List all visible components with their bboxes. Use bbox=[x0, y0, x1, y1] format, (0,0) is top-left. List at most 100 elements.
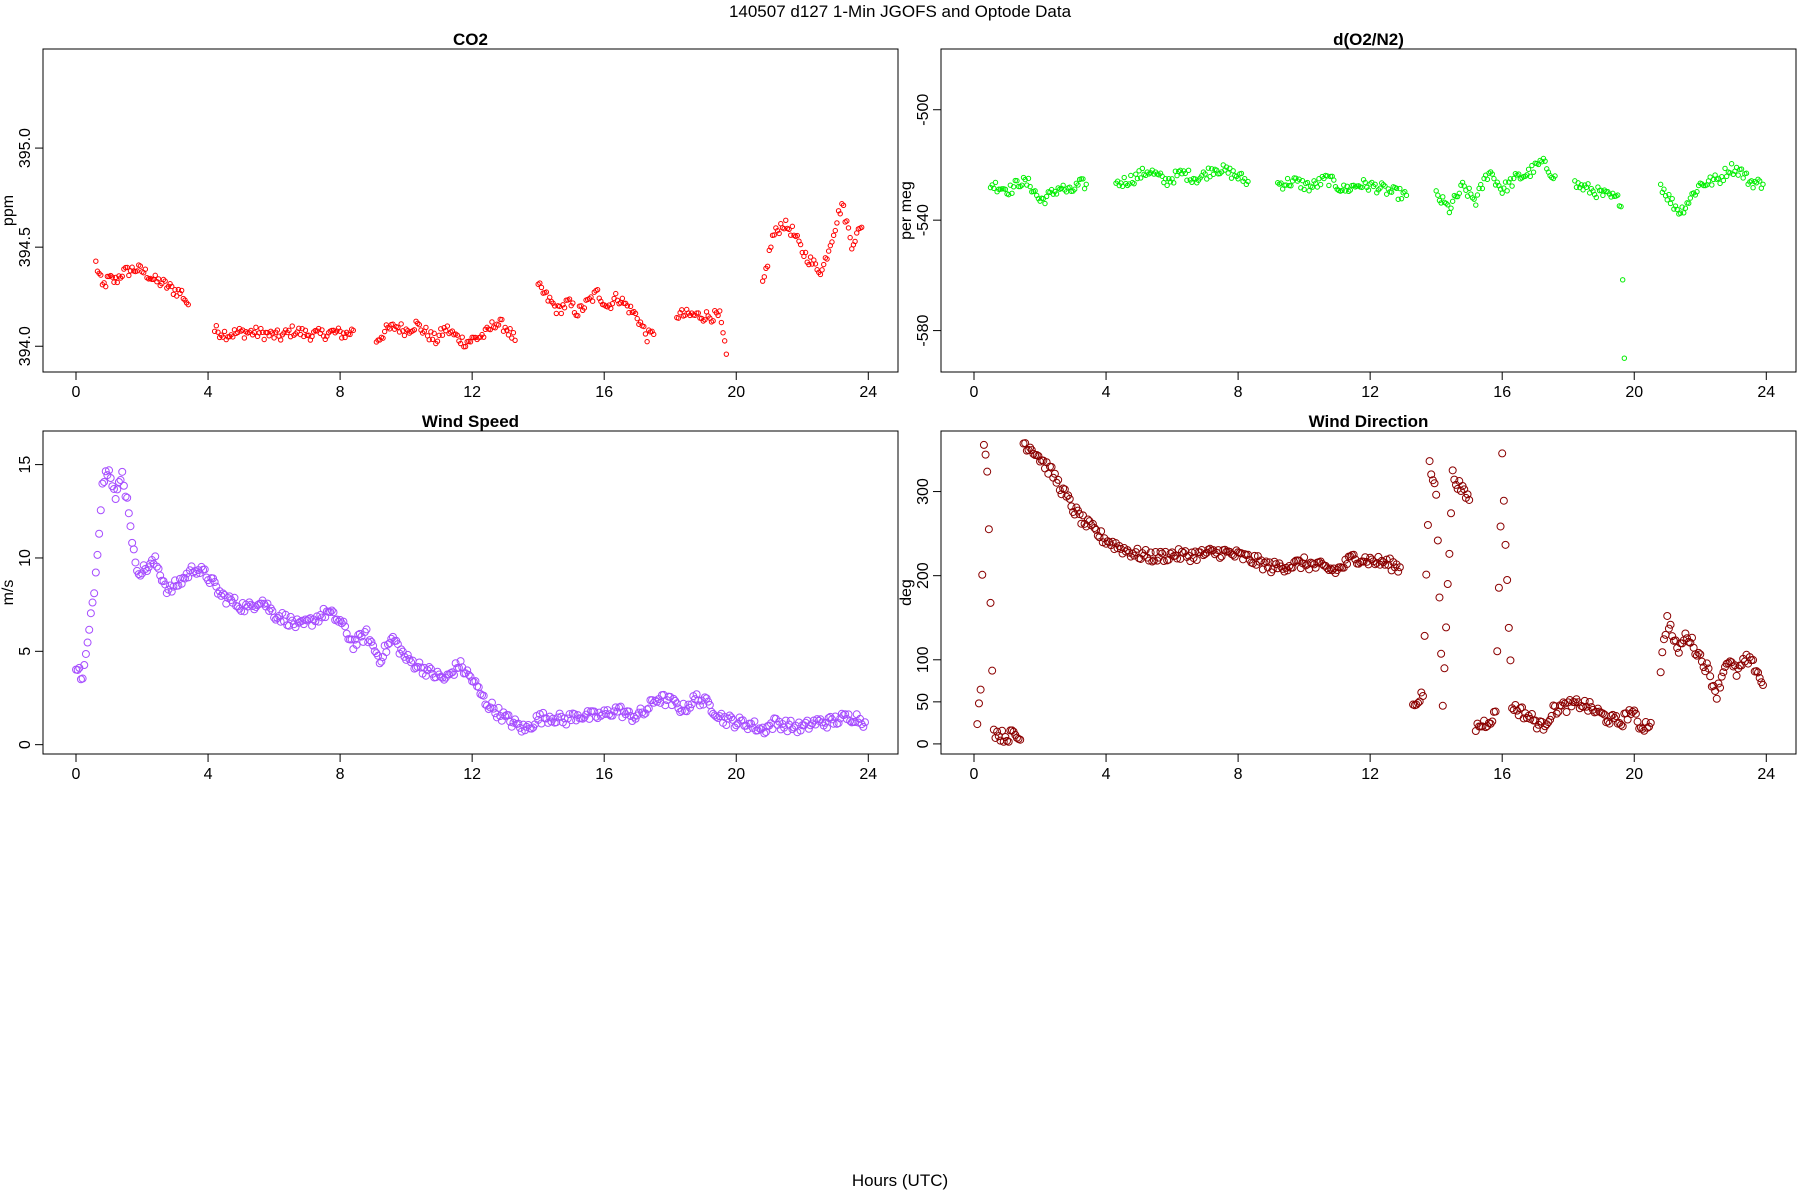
data-point bbox=[721, 338, 728, 344]
data-point bbox=[1579, 702, 1588, 711]
data-segment bbox=[1433, 155, 1558, 216]
data-point bbox=[1205, 165, 1212, 171]
data-point bbox=[858, 224, 865, 231]
data-point bbox=[1050, 469, 1059, 478]
data-point bbox=[608, 711, 617, 720]
data-point bbox=[1712, 694, 1721, 703]
data-point bbox=[1710, 176, 1717, 183]
x-tick-label: 4 bbox=[204, 384, 213, 401]
data-point bbox=[1185, 167, 1192, 174]
data-point bbox=[1621, 355, 1628, 361]
data-point bbox=[1134, 175, 1141, 182]
data-point bbox=[600, 706, 609, 715]
data-point bbox=[319, 327, 325, 333]
data-point bbox=[1722, 165, 1728, 172]
data-point bbox=[379, 653, 388, 662]
data-point bbox=[123, 493, 132, 502]
data-point bbox=[1003, 736, 1012, 745]
data-point bbox=[1438, 701, 1447, 710]
data-point bbox=[1443, 580, 1452, 589]
data-point bbox=[1600, 192, 1606, 199]
data-segment bbox=[1657, 161, 1766, 217]
data-point bbox=[1645, 722, 1654, 731]
y-tick-label: 100 bbox=[915, 646, 932, 673]
data-point bbox=[1450, 475, 1459, 484]
data-point bbox=[463, 666, 472, 675]
data-point bbox=[131, 558, 140, 567]
data-point bbox=[339, 617, 348, 626]
data-point bbox=[1141, 545, 1150, 554]
data-point bbox=[643, 705, 652, 714]
data-point bbox=[562, 720, 571, 729]
data-point bbox=[1133, 171, 1139, 177]
data-point bbox=[760, 729, 769, 738]
data-point bbox=[1215, 553, 1224, 562]
data-point bbox=[589, 298, 596, 304]
data-point bbox=[807, 254, 814, 260]
x-tick-label: 20 bbox=[727, 384, 745, 401]
data-point bbox=[362, 625, 371, 634]
data-point bbox=[1580, 187, 1586, 193]
data-point bbox=[146, 559, 155, 568]
data-point bbox=[1659, 635, 1668, 644]
data-point bbox=[1053, 191, 1060, 197]
y-axis-label: ppm bbox=[0, 195, 17, 226]
data-point bbox=[395, 324, 401, 331]
y-tick-label: 394.5 bbox=[17, 227, 34, 267]
data-point bbox=[847, 234, 853, 241]
data-point bbox=[341, 622, 350, 631]
data-point bbox=[1656, 668, 1665, 677]
data-point bbox=[382, 648, 391, 657]
data-point bbox=[1499, 496, 1508, 505]
data-point bbox=[225, 592, 234, 601]
data-point bbox=[1430, 479, 1439, 488]
data-point bbox=[401, 332, 408, 339]
data-point bbox=[1435, 192, 1441, 198]
data-point bbox=[375, 659, 384, 668]
data-point bbox=[1667, 200, 1674, 207]
data-point bbox=[1544, 718, 1553, 727]
data-point bbox=[786, 226, 792, 233]
data-point bbox=[1494, 583, 1503, 592]
data-point bbox=[381, 328, 388, 335]
data-point bbox=[1398, 195, 1405, 202]
data-point bbox=[783, 217, 789, 223]
data-point bbox=[1661, 186, 1667, 192]
data-point bbox=[565, 710, 574, 719]
data-point bbox=[210, 578, 219, 587]
data-point bbox=[806, 261, 812, 268]
data-point bbox=[974, 699, 983, 708]
data-point bbox=[124, 264, 130, 271]
data-point bbox=[1083, 515, 1092, 524]
data-point bbox=[644, 704, 653, 713]
data-point bbox=[1159, 557, 1168, 566]
data-point bbox=[137, 263, 144, 269]
panel-co2: CO2 ppm 0 4 8 12 16 20 24 394.0 394.5 395.0 bbox=[0, 30, 899, 401]
data-point bbox=[1752, 667, 1761, 676]
data-point bbox=[1593, 194, 1599, 201]
data-point bbox=[1525, 166, 1532, 172]
data-point bbox=[1440, 664, 1449, 673]
data-point bbox=[111, 495, 120, 504]
data-point bbox=[1465, 495, 1474, 504]
data-point bbox=[1010, 184, 1017, 190]
data-point bbox=[1682, 205, 1689, 211]
data-point bbox=[1618, 722, 1627, 731]
data-point bbox=[1121, 174, 1127, 181]
data-point bbox=[755, 724, 764, 733]
data-point bbox=[1717, 180, 1723, 187]
data-point bbox=[1540, 155, 1547, 162]
data-point bbox=[1700, 182, 1707, 189]
data-point bbox=[261, 336, 267, 343]
data-point bbox=[1598, 709, 1607, 718]
data-point bbox=[169, 283, 175, 290]
data-point bbox=[979, 440, 988, 449]
data-point bbox=[1371, 560, 1380, 569]
data-point bbox=[1171, 180, 1177, 186]
data-point bbox=[1081, 185, 1088, 192]
y-tick-label: -540 bbox=[915, 204, 932, 236]
data-point bbox=[93, 258, 99, 264]
data-point bbox=[1250, 551, 1259, 560]
data-point bbox=[1394, 567, 1403, 576]
data-point bbox=[1047, 463, 1056, 472]
